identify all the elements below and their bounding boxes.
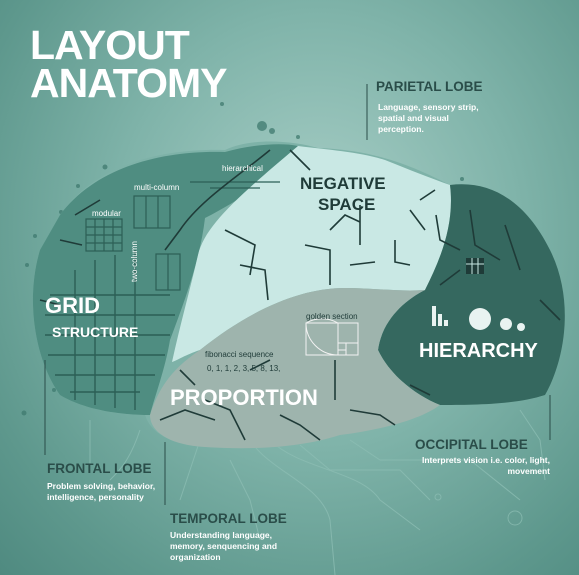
hierarchical-icon [190, 181, 280, 189]
grid-lobe [32, 144, 298, 415]
two-column-annotation: two-column [130, 241, 139, 282]
negative-space-region [172, 146, 451, 362]
frontal-lobe-heading: FRONTAL LOBE [47, 461, 152, 476]
golden-section-annotation: golden section [306, 312, 358, 321]
proportion-label: PROPORTION [170, 385, 318, 410]
parietal-lobe-heading: PARIETAL LOBE [376, 79, 483, 94]
occipital-lobe-heading: OCCIPITAL LOBE [415, 437, 528, 452]
fibonacci-numbers: 0, 1, 1, 2, 3, 5, 8, 13, [207, 364, 281, 373]
hierarchy-icons [432, 258, 525, 331]
structure-label: STRUCTURE [52, 324, 139, 340]
negative-label-line-1: NEGATIVE [300, 174, 386, 193]
parietal-lobe-description: Language, sensory strip, spatial and vis… [378, 102, 479, 134]
fibonacci-annotation: fibonacci sequence [205, 350, 274, 359]
grid-pattern [45, 250, 175, 410]
negative-label-line-2: SPACE [318, 195, 376, 214]
multi-column-icon [133, 195, 171, 229]
hierarchical-annotation: hierarchical [222, 164, 263, 173]
golden-section-icon [305, 318, 359, 356]
page-title-line-1: LAYOUT [30, 22, 190, 68]
proportion-region [150, 288, 440, 449]
hierarchy-label: HIERARCHY [419, 340, 538, 362]
two-column-icon [155, 253, 181, 291]
lobe-pointer-lines [44, 84, 551, 505]
temporal-lobe-heading: TEMPORAL LOBE [170, 511, 287, 526]
occipital-lobe-description: Interprets vision i.e. color, light, mov… [422, 455, 550, 476]
background-circuit-lines [89, 409, 546, 575]
grid-block-icon [466, 258, 484, 274]
modular-grid-icon [85, 218, 123, 252]
temporal-lobe-description: Understanding language, memory, senquenc… [170, 530, 278, 562]
hierarchy-region [378, 184, 565, 405]
crack-lines [39, 149, 561, 441]
frontal-lobe-description: Problem solving, behavior, intelligence,… [47, 481, 156, 502]
modular-annotation: modular [92, 209, 121, 218]
multi-column-annotation: multi-column [134, 183, 180, 192]
page-title-line-2: ANATOMY [30, 60, 227, 106]
grid-label: GRID [45, 293, 100, 318]
